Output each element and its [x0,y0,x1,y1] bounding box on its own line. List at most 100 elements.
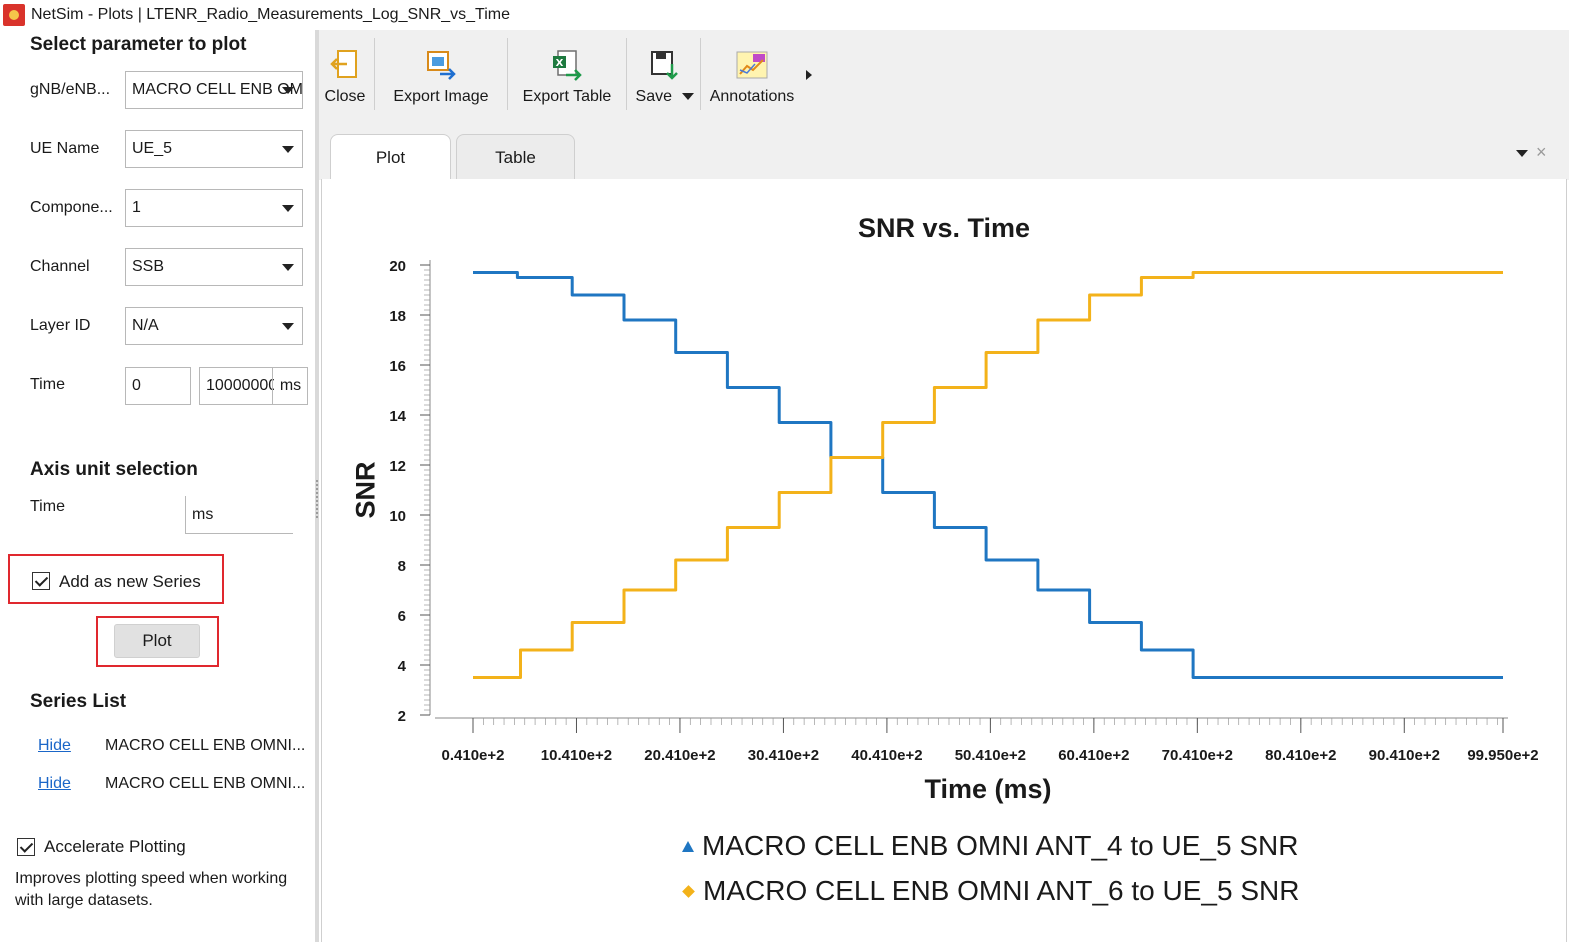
add-series-highlight [8,554,224,604]
x-tick-label: 30.410e+2 [748,747,819,764]
series-line-2 [473,271,1503,679]
hide-series-1-link[interactable]: Hide [38,737,71,754]
x-tick-label: 99.950e+2 [1467,747,1538,764]
export-table-button[interactable]: X Export Table [521,30,613,118]
save-icon [651,51,678,80]
close-tab-icon[interactable]: × [1536,142,1547,162]
hide-series-2-link[interactable]: Hide [38,775,71,792]
gnb-select[interactable]: MACRO CELL ENB OMNI [125,71,303,109]
chevron-down-icon [282,146,294,153]
legend-series-2-label: MACRO CELL ENB OMNI ANT_6 to UE_5 SNR [703,875,1300,906]
export-image-label: Export Image [393,88,489,105]
snr-chart[interactable]: 2 4 6 8 10 12 14 16 18 20 0.410e+2 10.410e+2 20.410e… [380,250,1560,770]
tab-menu-icon[interactable] [1516,150,1528,157]
add-series-checkbox[interactable] [32,572,50,590]
time-start-value: 0 [132,377,141,394]
toolbar-separator [374,38,375,110]
chart-title: SNR vs. Time [857,213,1031,243]
time-start-input[interactable]: 0 [125,367,191,405]
close-button[interactable]: Close [324,30,366,118]
ue-name-select[interactable]: UE_5 [125,130,303,168]
netsim-app-icon [3,4,25,26]
accelerate-plotting-label: Accelerate Plotting [44,837,186,856]
plot-panel [321,179,1567,942]
svg-text:X: X [556,58,564,69]
series-line-1 [473,271,1503,679]
export-image-icon [427,51,456,80]
chevron-down-icon [282,264,294,271]
tab-table[interactable]: Table [456,134,575,180]
axis-unit-heading: Axis unit selection [30,459,198,480]
window-title: NetSim - Plots | LTENR_Radio_Measurement… [31,6,511,23]
series-2-name: MACRO CELL ENB OMNI... [105,775,306,792]
layer-id-select[interactable]: N/A [125,307,303,345]
gnb-label: gNB/eNB... [30,81,111,98]
axis-time-unit-input[interactable]: ms [185,496,293,534]
time-end-input[interactable]: 10000000 [199,367,308,405]
ue-name-select-value: UE_5 [132,140,173,157]
y-tick-label: 16 [389,358,406,375]
channel-select[interactable]: SSB [125,248,303,286]
component-select-value: 1 [132,199,141,216]
x-tick-label: 60.410e+2 [1058,747,1129,764]
save-label: Save [636,88,695,106]
y-tick-label: 8 [398,558,406,575]
y-axis-label: SNR [350,461,381,519]
title-bar: NetSim - Plots | LTENR_Radio_Measurement… [0,0,1592,30]
y-tick-label: 6 [398,608,406,625]
x-tick-label: 80.410e+2 [1265,747,1336,764]
toolbar-separator [507,38,508,110]
x-tick-label: 0.410e+2 [442,747,505,764]
plot-button-highlight [96,616,219,667]
y-tick-label: 20 [389,258,406,275]
excel-export-icon: X [553,50,582,81]
legend-series-1-label: MACRO CELL ENB OMNI ANT_4 to UE_5 SNR [702,830,1299,861]
x-axis-label: Time (ms) [924,774,1052,804]
gnb-select-value: MACRO CELL ENB OMNI [132,81,303,98]
chart-axes: 2 4 6 8 10 12 14 16 18 20 0.410e+2 10.410e+2 20.410e… [389,258,1538,764]
channel-select-value: SSB [132,258,165,275]
legend-item-series-2[interactable]: MACRO CELL ENB OMNI ANT_6 to UE_5 SNR [682,875,1299,907]
chevron-down-icon [282,87,294,94]
chevron-down-icon [682,93,695,101]
splitter-grip-icon[interactable] [316,480,318,518]
layer-id-label: Layer ID [30,317,91,334]
x-tick-label: 20.410e+2 [644,747,715,764]
time-label: Time [30,376,65,393]
y-tick-label: 12 [389,458,406,475]
export-table-label: Export Table [522,88,612,105]
save-button[interactable]: Save [636,30,695,118]
annotations-label: Annotations [709,88,795,105]
annotations-button[interactable]: Annotations [708,30,796,118]
diamond-marker-icon [682,884,695,898]
series-1-name: MACRO CELL ENB OMNI... [105,737,306,754]
axis-time-unit-value: ms [192,505,214,523]
x-tick-label: 50.410e+2 [955,747,1026,764]
component-select[interactable]: 1 [125,189,303,227]
accelerate-plotting-note: Improves plotting speed when working wit… [15,870,288,909]
x-tick-label: 40.410e+2 [851,747,922,764]
export-image-button[interactable]: Export Image [391,30,491,118]
toolbar: Close Export Image X Export Table Save [319,30,1569,118]
channel-label: Channel [30,258,90,275]
toolbar-separator [626,38,627,110]
time-unit-suffix: ms [272,367,308,405]
triangle-marker-icon [682,840,694,852]
x-tick-label: 90.410e+2 [1369,747,1440,764]
tab-plot[interactable]: Plot [330,134,451,181]
x-tick-label: 10.410e+2 [541,747,612,764]
y-tick-label: 18 [389,308,406,325]
toolbar-overflow-icon[interactable] [806,70,812,80]
close-icon [330,50,357,78]
toolbar-separator [700,38,701,110]
select-parameter-heading: Select parameter to plot [30,34,247,55]
annotations-icon [736,51,768,79]
y-tick-label: 4 [398,658,407,675]
legend-item-series-1[interactable]: MACRO CELL ENB OMNI ANT_4 to UE_5 SNR [682,830,1298,862]
ue-name-label: UE Name [30,140,100,157]
series-list-heading: Series List [30,691,127,712]
add-series-label: Add as new Series [59,572,201,591]
accelerate-plotting-checkbox[interactable] [17,838,35,856]
plot-button[interactable]: Plot [114,624,200,658]
axis-time-label: Time [30,498,65,515]
